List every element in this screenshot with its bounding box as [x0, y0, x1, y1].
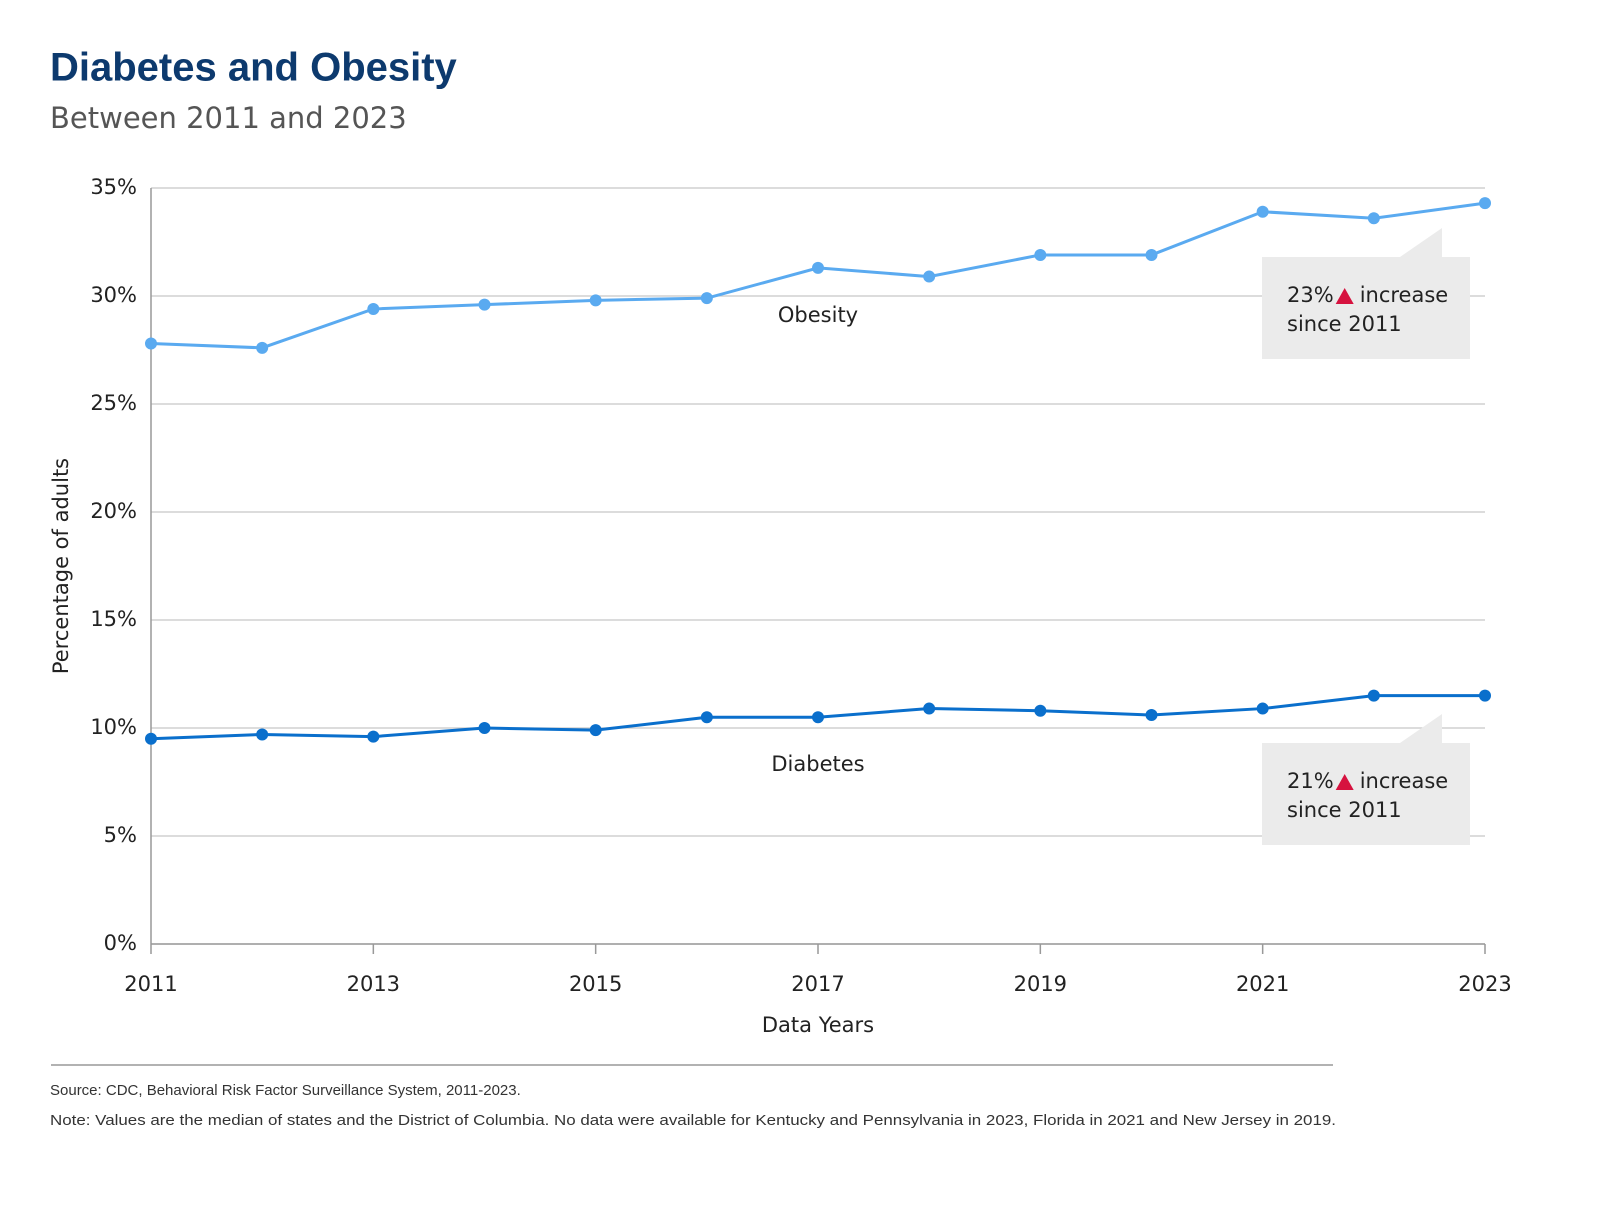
- y-tick-label: 10%: [90, 715, 137, 739]
- up-triangle: [1335, 774, 1354, 790]
- callout-text: increase: [1360, 283, 1449, 307]
- data-point: [1479, 197, 1491, 210]
- callout-text: since 2011: [1287, 312, 1402, 336]
- data-point: [145, 337, 157, 350]
- x-tick-label: 2023: [1458, 972, 1511, 996]
- data-point: [1034, 704, 1047, 717]
- y-tick-label: 20%: [90, 499, 137, 523]
- data-point: [1256, 702, 1269, 715]
- callout-text: increase: [1360, 769, 1449, 793]
- y-tick-label: 25%: [90, 391, 137, 415]
- series-label: Diabetes: [771, 752, 864, 776]
- data-point: [145, 732, 157, 745]
- data-point: [589, 724, 602, 737]
- data-point: [367, 730, 380, 743]
- data-point: [589, 294, 602, 307]
- data-point: [256, 341, 269, 354]
- data-point: [700, 711, 713, 724]
- x-tick-label: 2021: [1236, 972, 1289, 996]
- chart-subtitle: Between 2011 and 2023: [50, 101, 407, 135]
- data-point: [1256, 205, 1269, 218]
- callout-box: [1262, 228, 1470, 359]
- y-tick-label: 30%: [90, 283, 137, 307]
- callout: 21% increase since 2011: [1262, 714, 1470, 845]
- callout-box: [1262, 714, 1470, 845]
- x-tick-label: 2019: [1014, 972, 1067, 996]
- data-point: [367, 302, 380, 315]
- x-axis-label: Data Years: [762, 1013, 874, 1037]
- y-tick-label: 15%: [90, 607, 137, 631]
- chart-title: Diabetes and Obesity: [50, 46, 458, 90]
- series-label: Obesity: [778, 303, 858, 327]
- x-tick-label: 2015: [569, 972, 622, 996]
- data-point: [812, 711, 824, 724]
- callout: 23% increase since 2011: [1262, 228, 1470, 359]
- data-point: [256, 728, 269, 741]
- data-point: [1367, 689, 1380, 702]
- callout-text: since 2011: [1287, 798, 1402, 822]
- source: Source: CDC, Behavioral Risk Factor Surv…: [50, 1082, 521, 1099]
- data-point: [1145, 248, 1158, 261]
- y-tick-label: 5%: [104, 823, 137, 847]
- data-point: [478, 298, 491, 311]
- data-point: [923, 702, 936, 715]
- x-tick-label: 2011: [124, 972, 177, 996]
- data-point: [478, 722, 491, 734]
- data-point: [700, 292, 713, 305]
- data-point: [1479, 689, 1491, 702]
- data-point: [1145, 709, 1158, 722]
- callout-percent: 23%: [1287, 283, 1334, 307]
- note: Note: Values are the median of states an…: [50, 1112, 1336, 1129]
- data-point: [923, 270, 936, 283]
- data-point: [812, 261, 824, 274]
- callout-percent: 21%: [1287, 769, 1334, 793]
- up-triangle: [1335, 288, 1354, 304]
- y-axis-label: Percentage of adults: [49, 458, 73, 674]
- y-tick-label: 35%: [90, 175, 137, 199]
- y-tick-label: 0%: [104, 931, 137, 955]
- data-point: [1367, 212, 1380, 225]
- x-tick-label: 2017: [791, 972, 844, 996]
- x-tick-label: 2013: [347, 972, 400, 996]
- data-point: [1034, 248, 1047, 261]
